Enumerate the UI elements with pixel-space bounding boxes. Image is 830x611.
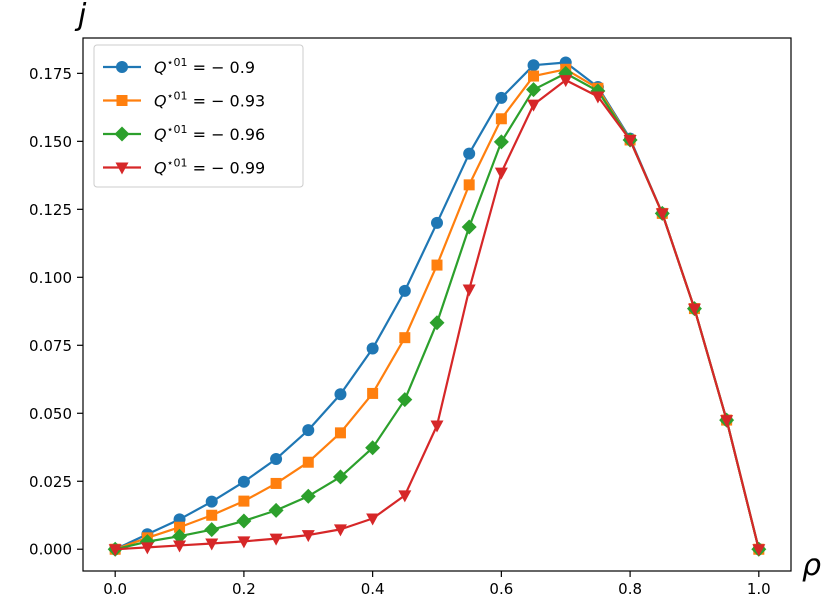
data-point [334, 388, 347, 401]
data-point [174, 521, 186, 533]
data-point [301, 530, 315, 543]
plot-area [107, 56, 767, 557]
x-tick-label: 0.0 [103, 580, 127, 598]
data-point [559, 75, 573, 88]
legend-marker [116, 61, 128, 73]
data-point [526, 82, 542, 98]
data-point [206, 509, 218, 521]
legend-label: Q⋆01 = − 0.9 [154, 56, 255, 77]
x-tick-label: 0.4 [361, 580, 385, 598]
data-point [528, 70, 540, 82]
y-tick-label: 0.000 [29, 541, 72, 559]
data-point [720, 415, 734, 428]
data-point [687, 303, 701, 316]
legend-box [93, 44, 304, 188]
legend-entry-1: Q⋆01 = − 0.9 [103, 56, 255, 77]
series-4 [108, 75, 766, 557]
data-point [429, 315, 445, 331]
data-point [236, 513, 252, 529]
y-tick-label: 0.175 [29, 65, 72, 83]
data-point [494, 167, 508, 180]
legend-entry-3: Q⋆01 = − 0.96 [103, 123, 265, 144]
legend-entry-2: Q⋆01 = − 0.93 [103, 90, 265, 111]
data-point [430, 420, 444, 433]
data-point [463, 179, 475, 191]
data-point [108, 544, 122, 557]
data-point [495, 91, 508, 104]
data-point [366, 513, 380, 526]
data-point [495, 113, 507, 125]
data-point [397, 392, 413, 408]
x-axis-label: ρ [802, 548, 821, 583]
data-point [431, 259, 443, 271]
x-tick-label: 0.2 [232, 580, 256, 598]
data-point [204, 522, 220, 538]
data-point [238, 495, 250, 507]
data-point [591, 91, 605, 104]
y-tick-label: 0.125 [29, 201, 72, 219]
data-point [205, 495, 218, 508]
data-point [463, 147, 476, 160]
data-point [268, 502, 284, 518]
data-point [269, 533, 283, 546]
data-point [173, 540, 187, 553]
data-point [237, 475, 250, 488]
legend-entry-4: Q⋆01 = − 0.99 [103, 157, 265, 178]
x-tick-label: 0.8 [618, 580, 642, 598]
axes: 0.0 0.2 0.4 0.6 0.8 1.0 0.000 0.025 0.050 0.075 0.… [29, 37, 792, 598]
y-tick-label: 0.150 [29, 133, 72, 151]
data-point [461, 219, 477, 235]
data-point [270, 477, 282, 489]
y-tick-label: 0.100 [29, 269, 72, 287]
legend-label: Q⋆01 = − 0.96 [154, 123, 265, 144]
data-point [493, 134, 509, 150]
data-point [205, 538, 219, 551]
data-point [527, 99, 541, 112]
y-tick-label: 0.050 [29, 405, 72, 423]
legend-label: Q⋆01 = − 0.99 [154, 157, 265, 178]
data-point [302, 424, 315, 437]
y-tick-label: 0.075 [29, 337, 72, 355]
data-point [300, 488, 316, 504]
data-point [366, 342, 379, 355]
data-point [332, 469, 348, 485]
data-point [527, 59, 540, 72]
data-point [398, 490, 412, 503]
data-point [398, 284, 411, 297]
data-point [270, 452, 283, 465]
legend-label: Q⋆01 = − 0.93 [154, 90, 265, 111]
data-point [462, 284, 476, 297]
data-point [302, 456, 314, 468]
data-point [140, 542, 154, 555]
data-point [172, 528, 188, 544]
data-point [334, 427, 346, 439]
legend-marker [114, 126, 130, 142]
legend: Q⋆01 = − 0.9 Q⋆01 = − 0.93 Q⋆01 = − 0.96 Q⋆… [93, 44, 304, 188]
data-point [237, 536, 251, 549]
data-point [399, 332, 411, 344]
data-point [367, 387, 379, 399]
data-point [623, 134, 637, 147]
y-tick-label: 0.025 [29, 473, 72, 491]
data-point [752, 544, 766, 557]
data-point [655, 208, 669, 221]
legend-marker [116, 95, 128, 106]
data-point [365, 440, 381, 456]
x-tick-label: 1.0 [747, 580, 771, 598]
x-tick-label: 0.6 [489, 580, 513, 598]
legend-marker [115, 162, 129, 175]
plot-frame [82, 37, 792, 572]
data-point [431, 216, 443, 229]
y-axis-label: j [74, 0, 87, 33]
data-point [333, 524, 347, 537]
